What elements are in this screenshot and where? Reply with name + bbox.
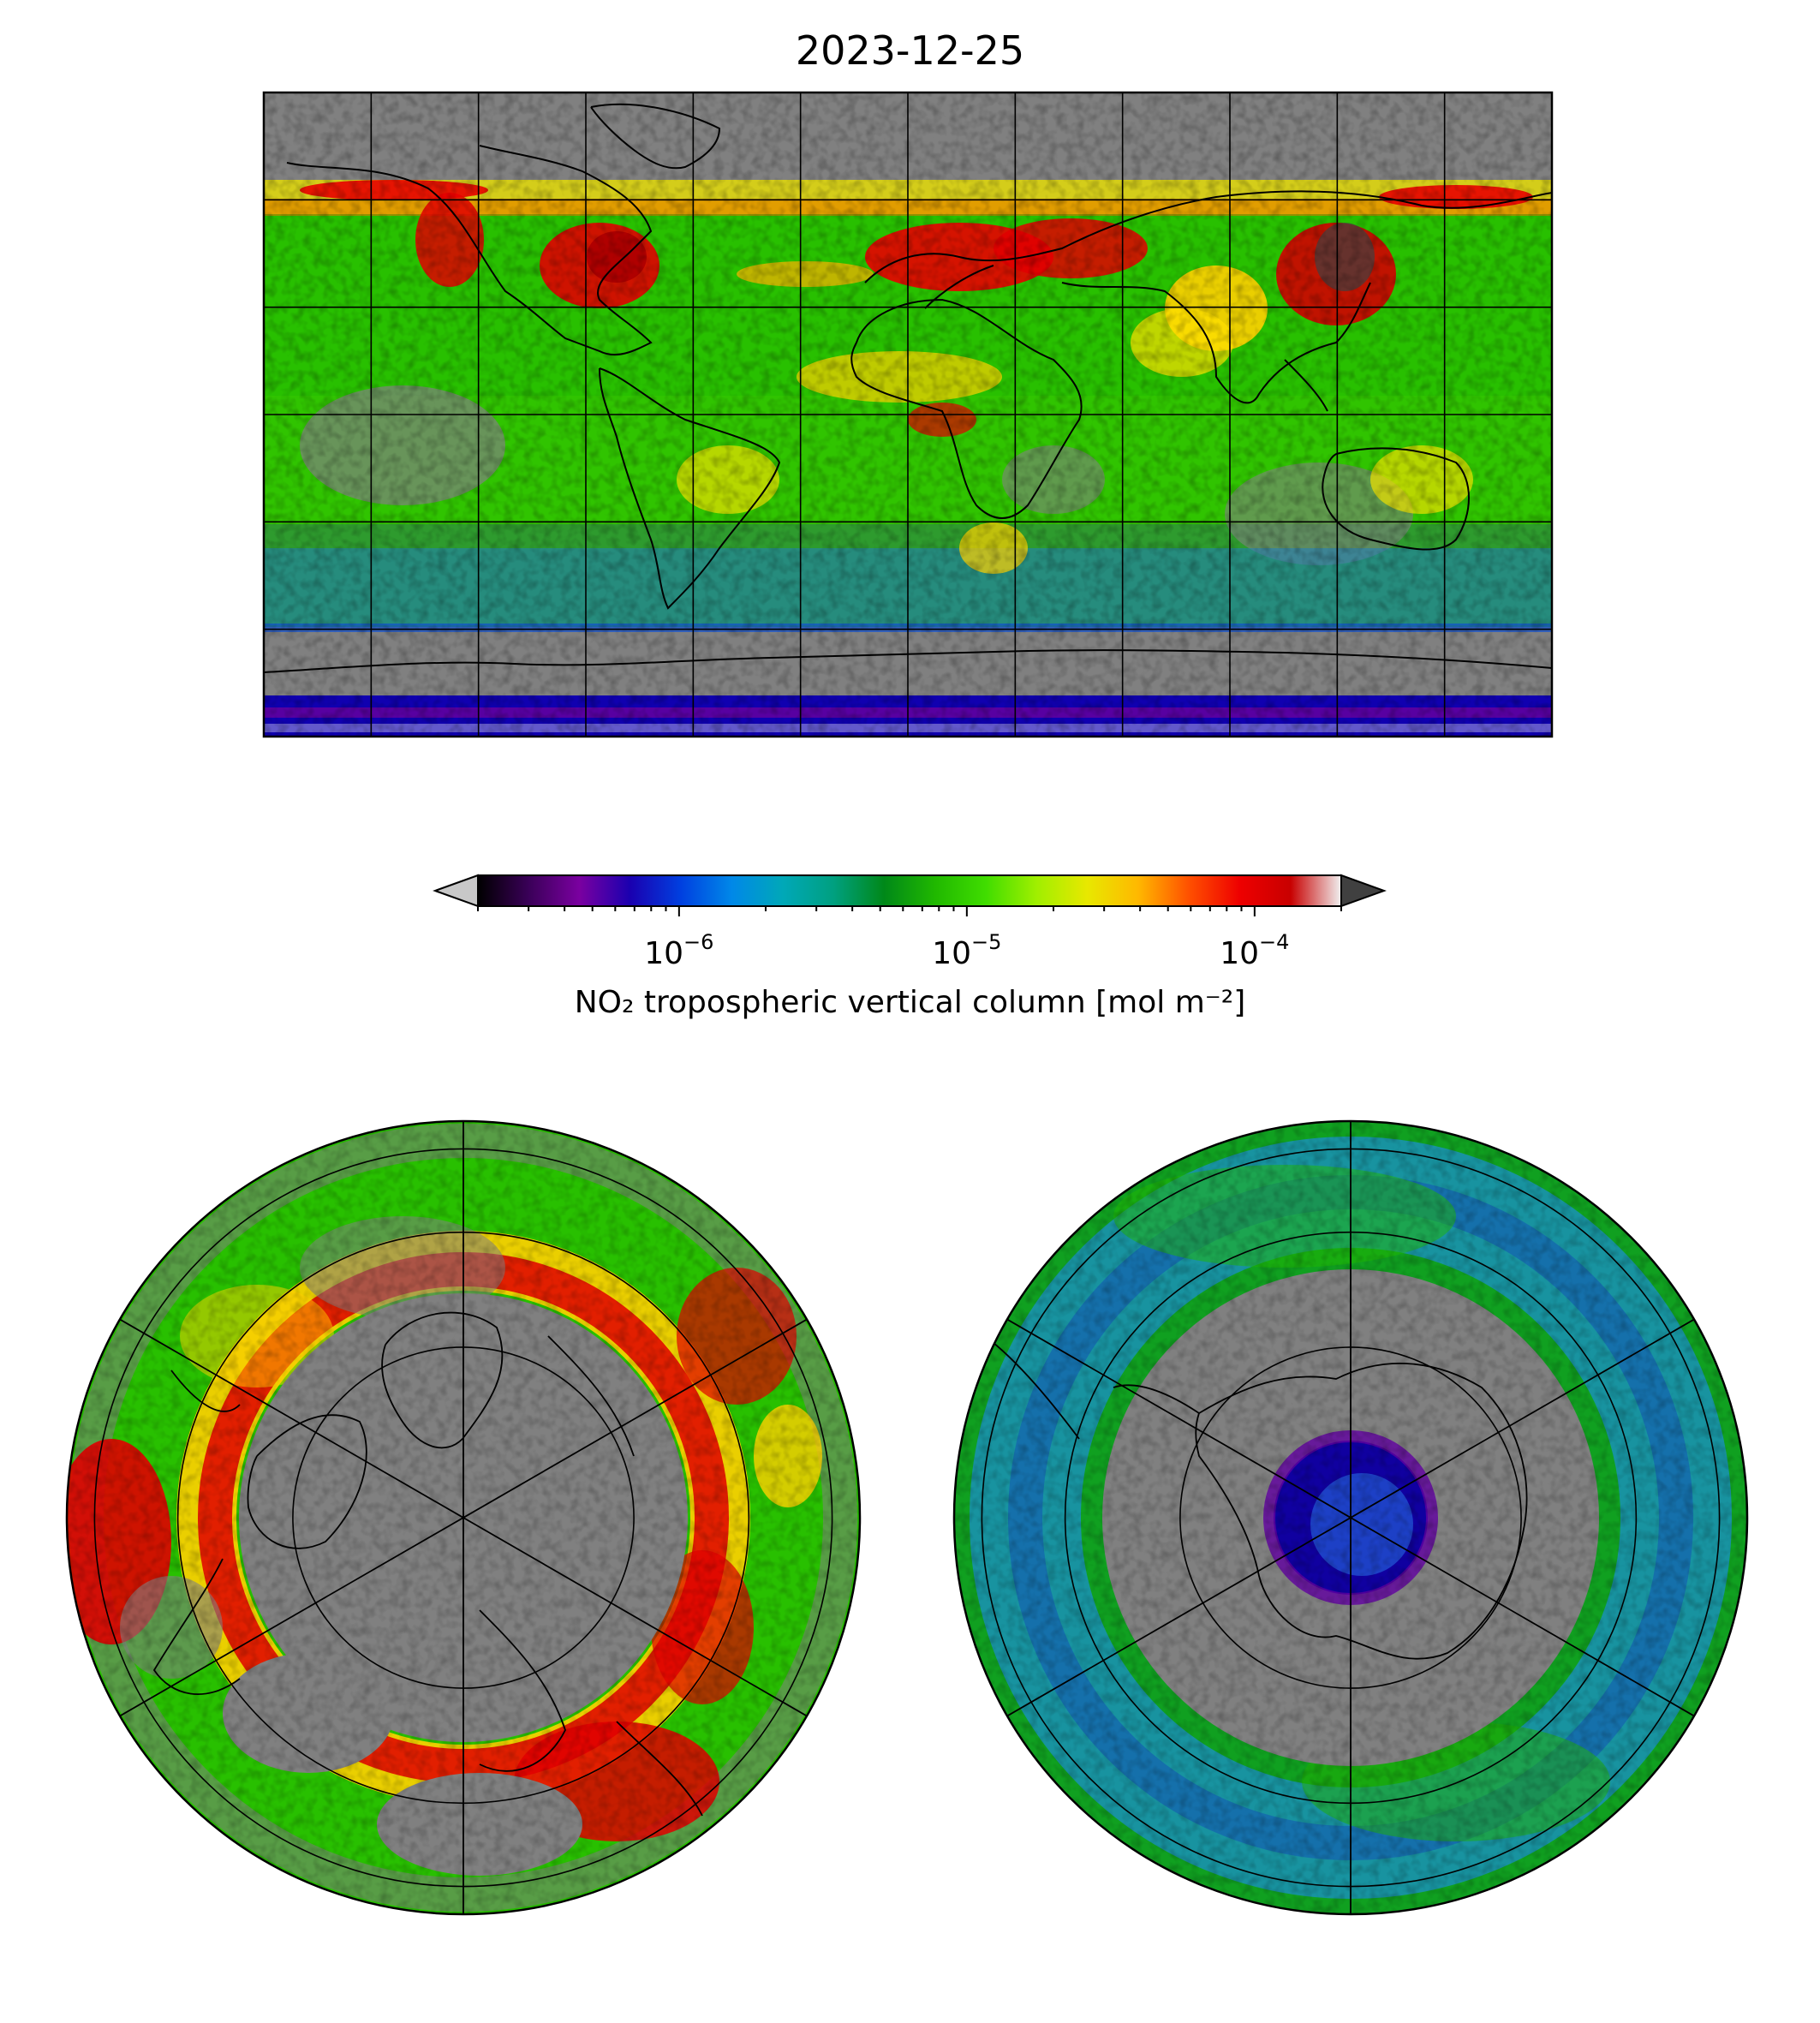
meridian-spoke [1350,1318,1695,1519]
colorbar-over-extension [1340,874,1387,908]
colorbar-ticks [477,906,1342,916]
global-map [262,91,1554,738]
south-polar-frame [952,1119,1749,1916]
colorbar [433,874,1387,916]
meridian-spoke [119,1517,464,1717]
meridian-spoke [1006,1318,1352,1519]
colorbar-tick-exponent: −6 [683,930,714,954]
north-polar-graticule [93,1121,833,1914]
figure-title: 2023-12-25 [795,27,1025,74]
global-graticule [264,92,1552,737]
meridian-spoke [119,1318,464,1519]
north-polar-no2-field [67,1121,860,1914]
colorbar-tick-base: 10 [644,936,684,971]
meridian-spoke [1350,1517,1695,1717]
meridian-spoke [462,1517,808,1717]
meridian-spoke [1006,1517,1352,1717]
colorbar-under-extension [433,874,479,908]
global-map-frame [262,91,1554,738]
colorbar-tick-base: 10 [932,936,972,971]
colorbar-label: NO₂ tropospheric vertical column [mol m⁻… [574,985,1246,1020]
north-polar-frame [65,1119,862,1916]
colorbar-bar [477,874,1342,907]
colorbar-tick-label: 10−5 [932,930,1001,971]
south-polar-graticule [981,1121,1721,1914]
south-polar-map [952,1119,1749,1916]
colorbar-tick-exponent: −5 [971,930,1002,954]
north-polar-map [65,1119,862,1916]
colorbar-tick-label: 10−4 [1220,930,1289,971]
colorbar-tick-exponent: −4 [1259,930,1290,954]
meridian-spoke [462,1318,808,1519]
north-polar-coastlines [152,1311,703,1817]
colorbar-tick-base: 10 [1220,936,1260,971]
colorbar-tick-label: 10−6 [644,930,713,971]
